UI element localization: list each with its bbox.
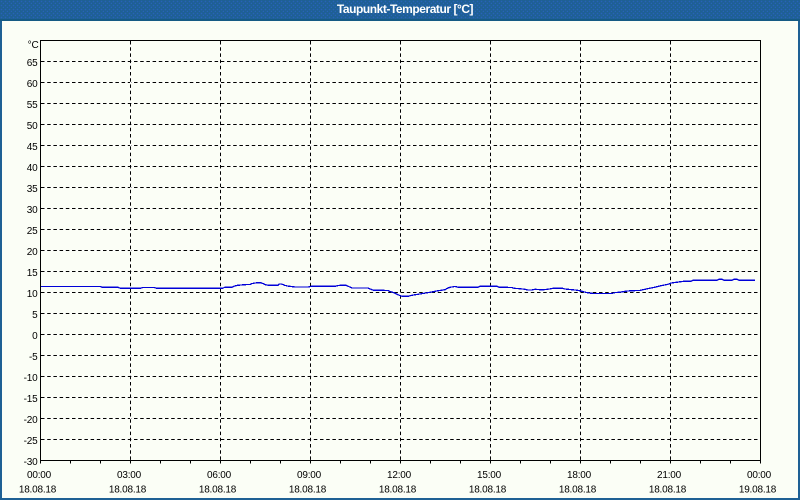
- svg-text:06:00: 06:00: [207, 470, 232, 481]
- svg-text:-25: -25: [24, 436, 38, 447]
- svg-text:18.08.18: 18.08.18: [19, 485, 57, 496]
- svg-text:45: 45: [27, 142, 38, 153]
- svg-text:-10: -10: [24, 373, 38, 384]
- svg-text:21:00: 21:00: [657, 470, 682, 481]
- svg-text:25: 25: [27, 226, 38, 237]
- svg-text:5: 5: [32, 310, 38, 321]
- svg-text:00:00: 00:00: [747, 470, 772, 481]
- svg-text:55: 55: [27, 100, 38, 111]
- svg-text:18:00: 18:00: [567, 470, 592, 481]
- svg-text:18.08.18: 18.08.18: [379, 485, 417, 496]
- svg-text:-5: -5: [29, 352, 38, 363]
- svg-text:03:00: 03:00: [117, 470, 142, 481]
- svg-text:18.08.18: 18.08.18: [469, 485, 507, 496]
- svg-text:0: 0: [32, 331, 38, 342]
- svg-text:12:00: 12:00: [387, 470, 412, 481]
- svg-text:30: 30: [27, 205, 38, 216]
- svg-text:-30: -30: [24, 457, 38, 468]
- svg-text:00:00: 00:00: [27, 470, 52, 481]
- svg-text:15:00: 15:00: [477, 470, 502, 481]
- svg-text:10: 10: [27, 289, 38, 300]
- svg-text:-20: -20: [24, 415, 38, 426]
- svg-text:18.08.18: 18.08.18: [289, 485, 327, 496]
- svg-text:20: 20: [27, 247, 38, 258]
- svg-text:15: 15: [27, 268, 38, 279]
- svg-text:60: 60: [27, 79, 38, 90]
- svg-text:-15: -15: [24, 394, 38, 405]
- svg-text:40: 40: [27, 163, 38, 174]
- svg-text:18.08.18: 18.08.18: [109, 485, 147, 496]
- svg-text:09:00: 09:00: [297, 470, 322, 481]
- svg-text:18.08.18: 18.08.18: [559, 485, 597, 496]
- svg-text:19.08.18: 19.08.18: [739, 485, 777, 496]
- svg-text:35: 35: [27, 184, 38, 195]
- svg-text:50: 50: [27, 121, 38, 132]
- svg-text:18.08.18: 18.08.18: [199, 485, 237, 496]
- svg-text:65: 65: [27, 58, 38, 69]
- svg-text:°C: °C: [28, 40, 39, 51]
- svg-text:18.08.18: 18.08.18: [649, 485, 687, 496]
